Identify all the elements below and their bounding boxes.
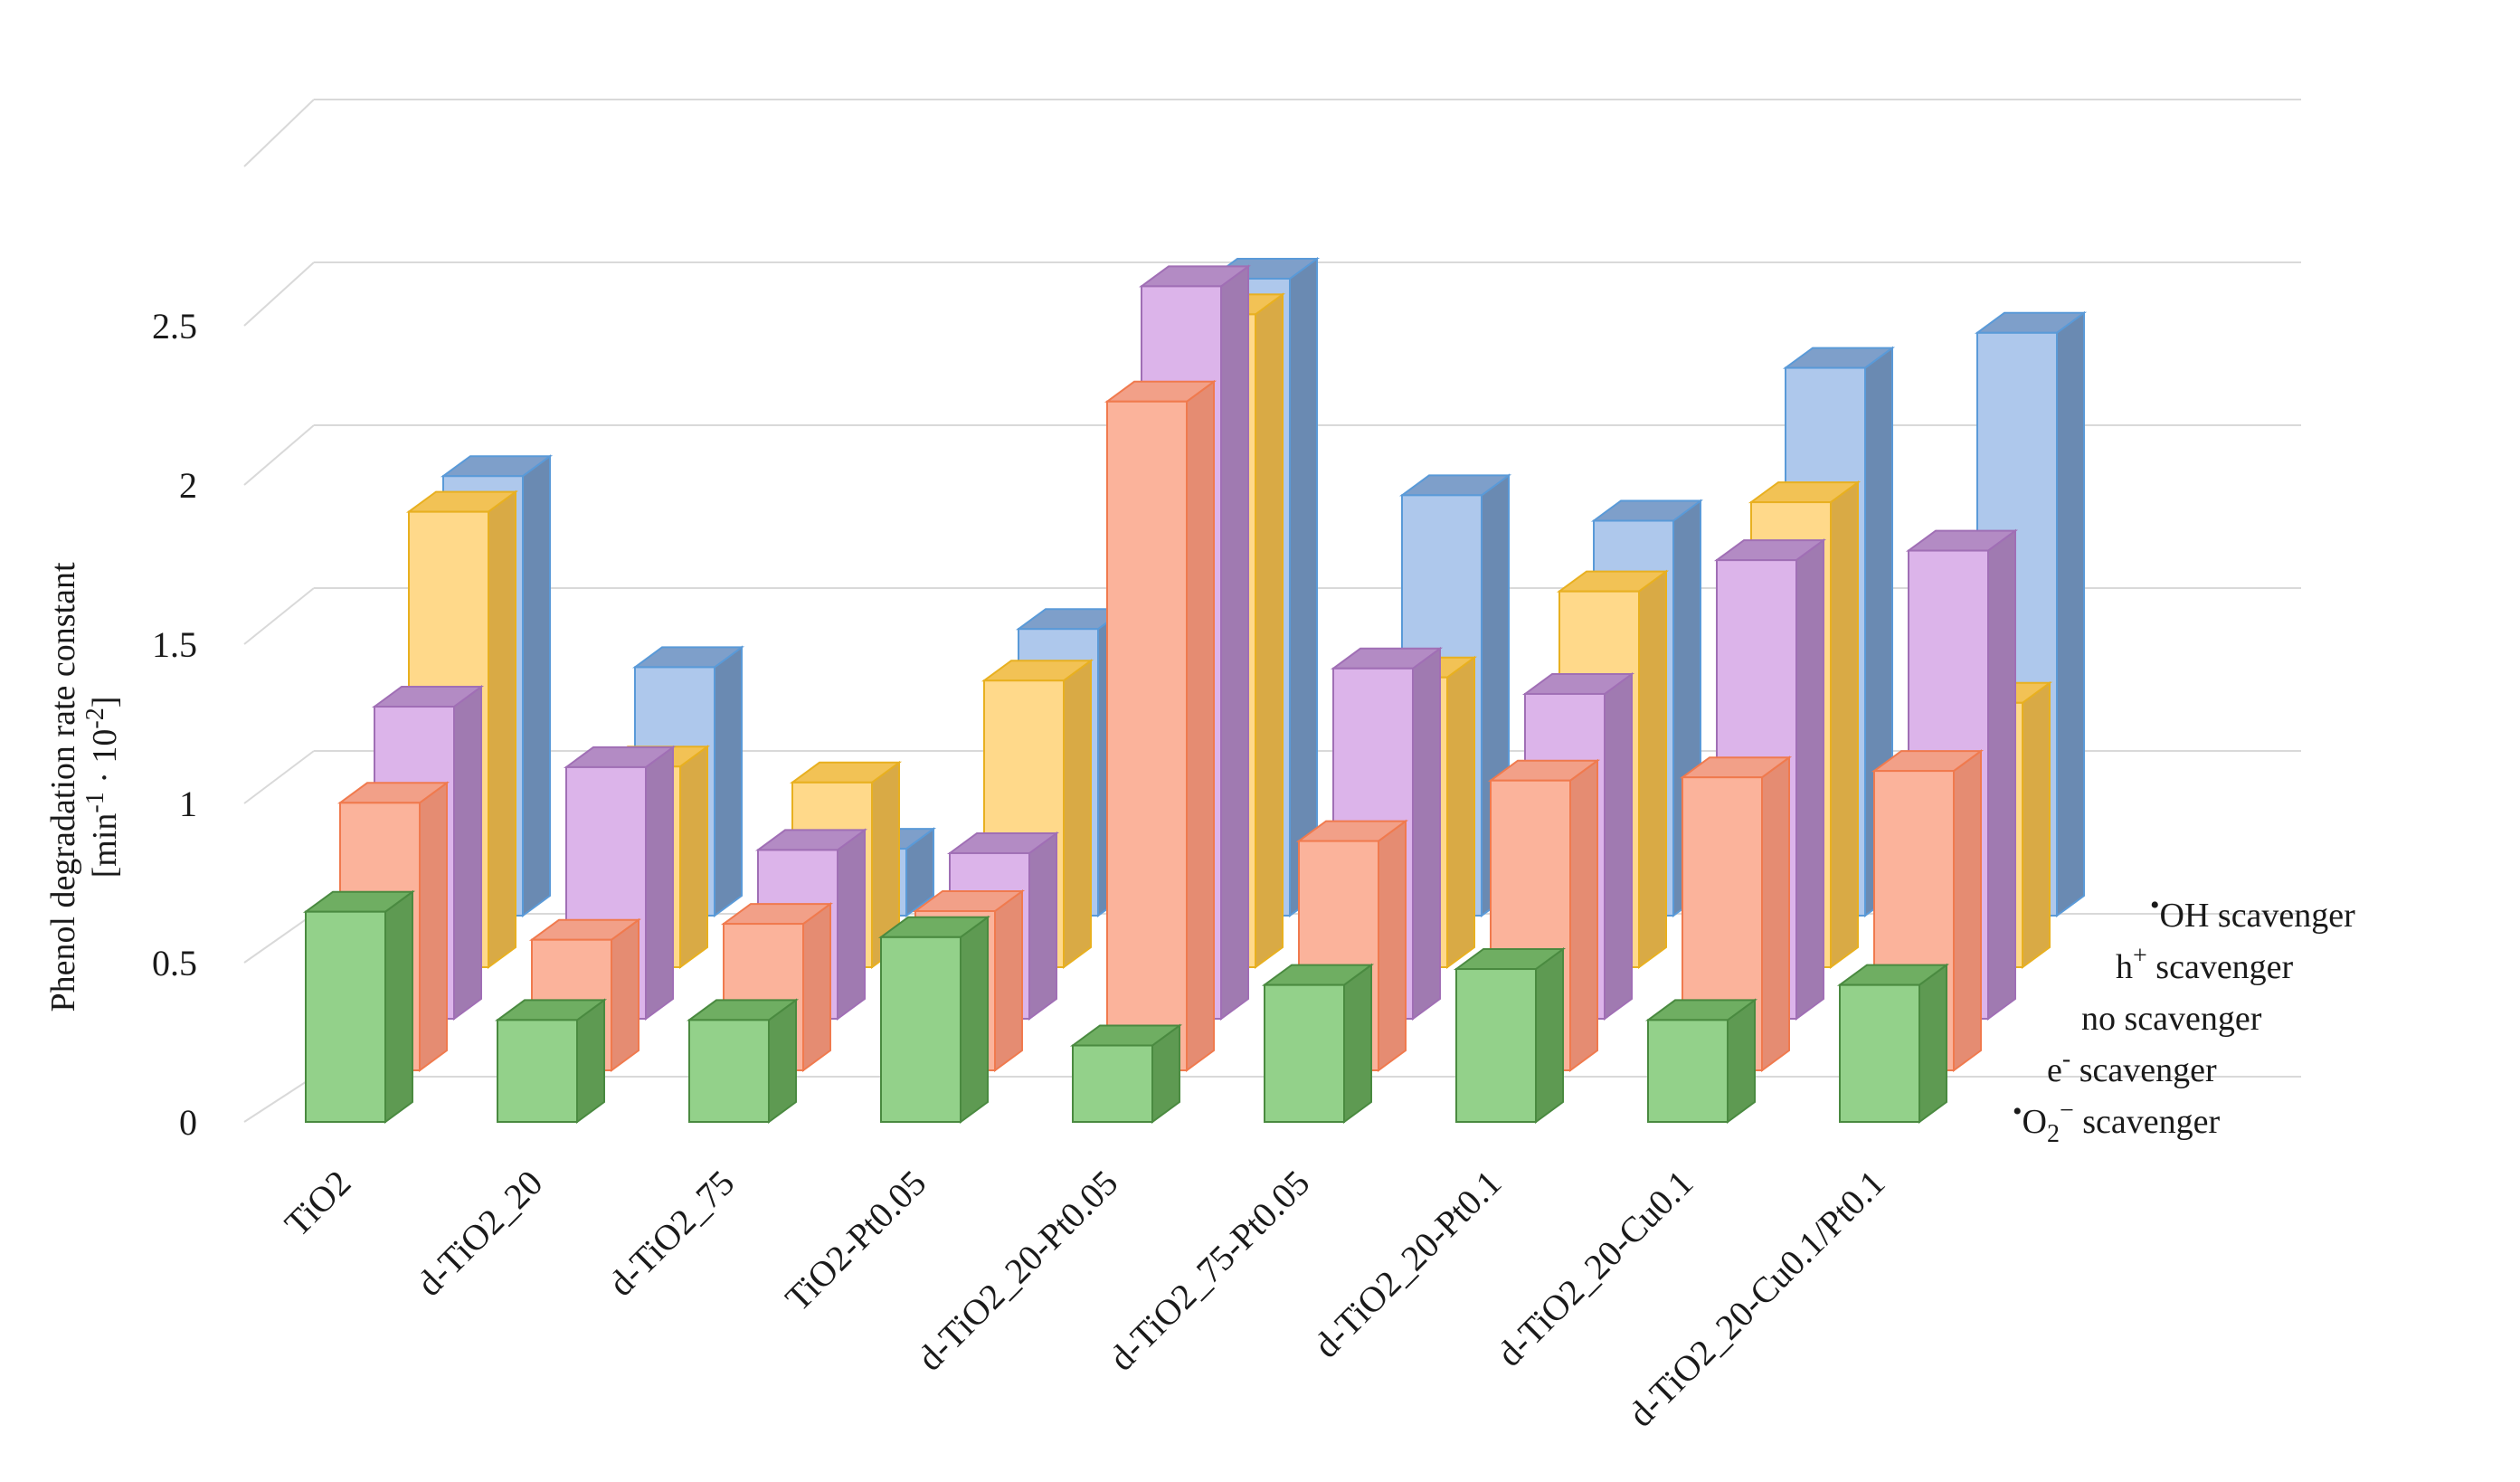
bar-side xyxy=(1343,963,1372,1124)
bar-side xyxy=(1446,655,1475,969)
bar-side xyxy=(384,889,413,1124)
bar-side xyxy=(576,998,605,1124)
bar xyxy=(302,889,416,1124)
bar-side xyxy=(714,645,743,917)
bar-side xyxy=(419,781,448,1072)
bar-side xyxy=(994,889,1023,1072)
bar-side xyxy=(1918,963,1947,1124)
series-label: •O2− scavenger xyxy=(2013,1097,2221,1148)
bar-front xyxy=(1647,1019,1729,1123)
bar xyxy=(1261,963,1375,1124)
bar-side xyxy=(1028,831,1057,1021)
bar xyxy=(1644,998,1758,1124)
bar-side xyxy=(837,828,866,1021)
bar-side xyxy=(1535,947,1564,1124)
bar-side xyxy=(1569,758,1598,1072)
bar-front xyxy=(1264,983,1345,1124)
bar-side xyxy=(1604,672,1633,1021)
bar-side xyxy=(802,902,831,1072)
bar-side xyxy=(1220,264,1249,1021)
chart-bars xyxy=(302,257,2088,1124)
bar xyxy=(877,915,991,1124)
bar-side xyxy=(1063,659,1092,969)
bar-front xyxy=(1072,1044,1153,1124)
bar-side xyxy=(1830,480,1859,969)
y-tick-label: 1 xyxy=(179,784,197,824)
bar-front xyxy=(880,936,962,1123)
gridline-depth xyxy=(243,587,315,645)
series-label: •OH scavenger xyxy=(2150,890,2355,935)
bar-front xyxy=(1106,400,1188,1071)
bar-side xyxy=(2056,310,2085,917)
y-axis-ticks: 0 0.5 1 1.5 2 2.5 xyxy=(152,306,197,1143)
category-label: TiO2-Pt0.05 xyxy=(777,1163,933,1319)
y-tick-label: 0.5 xyxy=(152,943,197,983)
bar-side xyxy=(1987,528,2016,1021)
gridline-depth xyxy=(243,750,315,804)
bar-side xyxy=(1953,749,1982,1072)
gridline-depth xyxy=(243,1076,315,1123)
y-tick-label: 2.5 xyxy=(152,306,197,347)
bar xyxy=(494,998,608,1124)
category-label: d-TiO2_75-Pt0.05 xyxy=(1101,1163,1317,1379)
bar-side xyxy=(611,917,639,1072)
bar xyxy=(1453,947,1567,1124)
bar-front xyxy=(1455,968,1537,1124)
series-label: e- scavenger xyxy=(2047,1045,2217,1089)
y-tick-label: 2 xyxy=(179,465,197,506)
bar-side xyxy=(1795,538,1824,1021)
bar xyxy=(686,998,800,1124)
bar xyxy=(1104,379,1217,1072)
series-label: h+ scavenger xyxy=(2116,942,2294,986)
bar-side xyxy=(1638,569,1667,969)
category-label: d-TiO2_20-Pt0.05 xyxy=(909,1163,1125,1379)
bar-front xyxy=(1839,983,1920,1124)
bar-front xyxy=(305,910,386,1123)
category-label: TiO2 xyxy=(277,1163,359,1245)
bar-front xyxy=(497,1019,578,1123)
bar-front xyxy=(688,1019,770,1123)
bar-side xyxy=(1378,819,1407,1072)
bar xyxy=(1836,963,1950,1124)
y-axis-unit: [min-1 · 10-2] xyxy=(81,697,124,879)
y-axis-title: Phenol degradation rate constant xyxy=(44,562,82,1012)
bar-side xyxy=(1727,998,1756,1124)
bar-side xyxy=(2022,680,2051,969)
bar-side xyxy=(768,998,797,1124)
bar xyxy=(1069,1023,1183,1124)
gridline-depth xyxy=(243,913,315,964)
category-label: d-TiO2_20-Cu0.1 xyxy=(1489,1163,1701,1374)
gridline-depth xyxy=(243,261,315,327)
y-tick-label: 0 xyxy=(179,1102,197,1143)
bar-side xyxy=(1761,755,1790,1072)
bar-side xyxy=(453,685,482,1021)
bar-side xyxy=(1289,257,1318,917)
series-0 xyxy=(302,889,1950,1124)
gridline-depth xyxy=(243,424,315,486)
category-label: d-TiO2_20-Pt0.1 xyxy=(1305,1163,1509,1366)
category-label: d-TiO2_20 xyxy=(409,1163,551,1305)
bar-side xyxy=(1412,646,1441,1021)
gridline-depth xyxy=(243,99,315,167)
series-labels: •O2− scavenger e- scavenger no scavenger h+… xyxy=(2013,890,2355,1148)
bar-side xyxy=(1255,292,1284,969)
bar-side xyxy=(1186,379,1215,1072)
bar-side xyxy=(645,745,674,1021)
y-tick-label: 1.5 xyxy=(152,624,197,665)
y-axis-label: Phenol degradation rate constant [min-1 … xyxy=(44,562,124,1012)
bar-side xyxy=(679,745,708,969)
bar-side xyxy=(488,489,516,969)
category-label: d-TiO2_75 xyxy=(601,1163,743,1305)
bar-side xyxy=(522,454,551,917)
bar-side xyxy=(960,915,989,1124)
series-label: no scavenger xyxy=(2081,1000,2262,1038)
x-axis-labels: TiO2 d-TiO2_20 d-TiO2_75 TiO2-Pt0.05d-TiO2_… xyxy=(277,1163,1893,1435)
